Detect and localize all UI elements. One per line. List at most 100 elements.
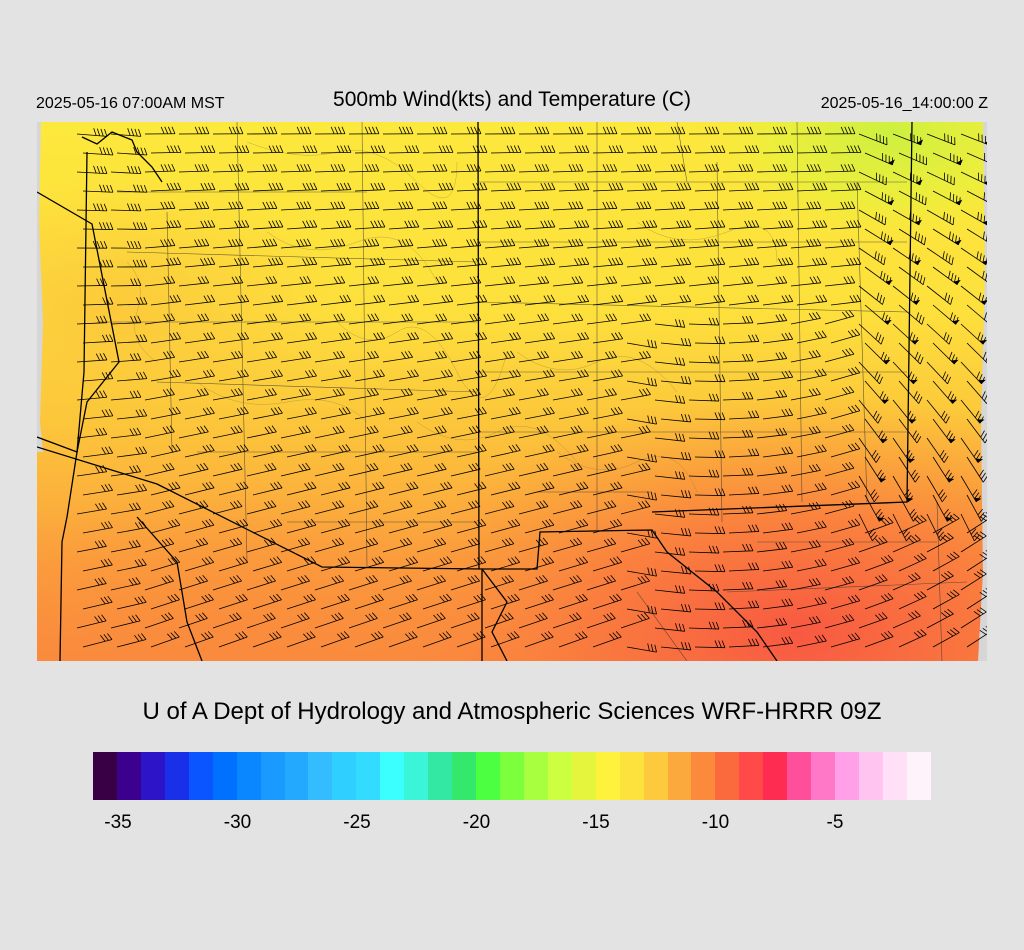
wind-barb [76, 203, 108, 212]
wind-barb [830, 480, 861, 496]
wind-barb [892, 437, 916, 463]
wind-barb [286, 481, 317, 496]
wind-barb [286, 332, 318, 344]
wind-barb [212, 275, 244, 287]
wind-barb [796, 444, 827, 458]
wind-barb [416, 425, 447, 439]
wind-barb [824, 423, 855, 439]
wind-barb [82, 409, 114, 420]
wind-barb [76, 315, 108, 325]
wind-barb [558, 631, 588, 648]
wind-barb [830, 404, 861, 420]
wind-barb [76, 240, 108, 249]
rio-grande [481, 568, 508, 661]
wind-barb [218, 219, 250, 230]
wind-barb [586, 275, 618, 287]
wind-barb [286, 219, 318, 230]
wind-barb [348, 275, 380, 287]
wind-barb [694, 374, 726, 383]
colorbar-swatch [571, 752, 596, 800]
wind-barb [246, 126, 278, 135]
wind-barb [586, 163, 618, 173]
wind-barb [524, 481, 555, 496]
wind-barb [728, 334, 760, 344]
wind-barb [660, 451, 692, 461]
wind-barb [660, 375, 692, 385]
wind-barb [824, 537, 855, 553]
wind-barb [382, 425, 413, 439]
wind-barb [252, 406, 283, 420]
wind-barb [144, 462, 175, 477]
wind-barb [280, 388, 311, 401]
wind-barb [178, 238, 210, 249]
wind-barb [82, 521, 113, 534]
wind-barb [796, 558, 827, 572]
wind-barb [116, 184, 148, 193]
wind-barb [450, 126, 482, 135]
wind-barb [150, 369, 181, 382]
wind-barb [966, 190, 987, 202]
colorbar-swatch [859, 752, 883, 800]
wind-barb [858, 475, 880, 503]
wind-barb [314, 313, 346, 325]
wind-barb [932, 342, 959, 365]
wind-barb [722, 619, 754, 629]
wind-barb [892, 610, 921, 629]
wind-barb [422, 294, 454, 306]
wind-barb [654, 238, 686, 249]
wind-barb [898, 553, 927, 572]
wind-barb [456, 369, 487, 382]
wind-barb [892, 361, 918, 385]
wind-barb [756, 389, 788, 401]
wind-barb [960, 133, 987, 145]
wind-barb [694, 145, 726, 154]
wind-barb [320, 518, 351, 534]
wind-barb [314, 612, 344, 629]
wind-barb [892, 133, 924, 146]
wind-barb [416, 238, 448, 249]
wind-barb [524, 257, 556, 268]
wind-barb [558, 332, 590, 344]
wind-barb [620, 163, 652, 173]
no-data-edge-west [37, 122, 43, 452]
wind-barb [660, 641, 692, 651]
wind-barb [586, 537, 617, 553]
wind-barb [960, 569, 987, 591]
wind-barb [286, 631, 316, 648]
wind-barb [620, 388, 651, 401]
wind-barb [654, 623, 686, 632]
arizona-west-border [59, 151, 88, 661]
wind-barb [178, 163, 210, 173]
wind-barb [218, 294, 250, 306]
wind-barb [626, 415, 657, 425]
river-border-south [136, 516, 203, 661]
wind-barb [416, 163, 448, 173]
wind-barb [150, 556, 181, 572]
wind-barb [246, 462, 277, 477]
wind-barb [348, 612, 378, 629]
wind-barb [960, 513, 980, 542]
wind-barb [722, 238, 754, 249]
wind-barb [382, 275, 414, 287]
wind-barb [144, 201, 176, 211]
wind-barb [456, 556, 487, 572]
wind-barb [348, 126, 380, 135]
wind-barb [694, 219, 726, 230]
temperature-wind-map [37, 122, 987, 661]
wind-barb [762, 145, 794, 154]
wind-barb [354, 332, 386, 344]
wind-barb [314, 575, 344, 591]
wind-barb [858, 247, 886, 266]
wind-barb [416, 500, 447, 515]
wind-barb [218, 556, 249, 572]
wind-barb [116, 334, 148, 344]
wind-barb [110, 502, 141, 515]
wind-barb [790, 311, 821, 325]
wind-barb [348, 425, 379, 439]
wind-barb [898, 494, 919, 522]
wind-barb [348, 238, 380, 249]
wind-barb [184, 182, 216, 192]
wind-barb [320, 145, 352, 154]
wind-barb [518, 201, 550, 211]
map-title: 500mb Wind(kts) and Temperature (C) [333, 88, 691, 111]
